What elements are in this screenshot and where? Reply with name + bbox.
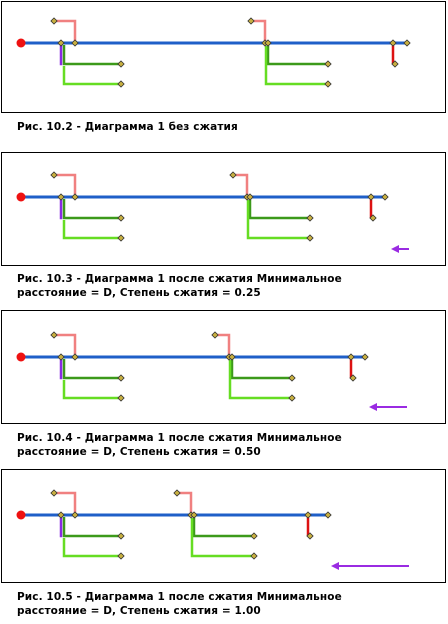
vertex-node xyxy=(228,353,236,361)
green-dark-branch xyxy=(62,199,121,220)
vertex-node xyxy=(391,60,399,68)
green-light-branch xyxy=(264,46,328,86)
compression-arrow-head xyxy=(331,562,339,570)
vertex-node xyxy=(324,511,332,519)
green-dark-branch xyxy=(230,357,292,380)
vertex-node xyxy=(367,193,375,201)
vertex-node xyxy=(57,39,65,47)
green-light-branch xyxy=(62,66,121,86)
source-node xyxy=(16,352,26,362)
green-dark-branch xyxy=(192,515,254,538)
vertex-node xyxy=(324,60,332,68)
vertex-node xyxy=(117,214,125,222)
vertex-node xyxy=(288,394,296,402)
vertex-node xyxy=(117,234,125,242)
diagram-panel-4 xyxy=(1,469,446,583)
vertex-node xyxy=(173,489,181,497)
vertex-node xyxy=(247,17,255,25)
green-light-branch xyxy=(228,360,292,400)
pink-branch xyxy=(54,173,77,197)
green-dark-branch xyxy=(248,197,310,220)
green-light-branch xyxy=(62,220,121,240)
diagram-canvas xyxy=(16,171,409,253)
green-dark-branch xyxy=(62,359,121,380)
figure-caption-1: Рис. 10.2 - Диаграмма 1 без сжатия xyxy=(17,120,437,134)
green-dark-branch xyxy=(62,517,121,538)
compression-arrow-head xyxy=(391,245,399,253)
vertex-node xyxy=(250,552,258,560)
vertex-node xyxy=(71,353,79,361)
vertex-node xyxy=(246,193,254,201)
green-dark-branch xyxy=(62,45,121,66)
vertex-node xyxy=(71,39,79,47)
caption-line: Рис. 10.5 - Диаграмма 1 после сжатия Мин… xyxy=(17,591,342,603)
vertex-node xyxy=(190,511,198,519)
vertex-node xyxy=(71,193,79,201)
compression-arrow-head xyxy=(369,403,377,411)
diagram-panel-1 xyxy=(1,1,446,113)
vertex-node xyxy=(347,353,355,361)
vertex-node xyxy=(264,39,272,47)
pink-branch xyxy=(54,491,77,515)
vertex-node xyxy=(50,171,58,179)
vertex-node xyxy=(229,171,237,179)
figure-caption-2: Рис. 10.3 - Диаграмма 1 после сжатия Мин… xyxy=(17,272,437,300)
diagram-canvas xyxy=(16,489,409,570)
vertex-node xyxy=(306,234,314,242)
green-light-branch xyxy=(190,518,254,558)
pink-branch xyxy=(54,19,77,43)
vertex-node xyxy=(117,532,125,540)
caption-line: Рис. 10.4 - Диаграмма 1 после сжатия Мин… xyxy=(17,432,342,444)
vertex-node xyxy=(50,489,58,497)
vertex-node xyxy=(306,532,314,540)
vertex-node xyxy=(71,511,79,519)
diagram-panel-3 xyxy=(1,310,446,424)
vertex-node xyxy=(50,17,58,25)
caption-line: расстояние = D, Степень сжатия = 1.00 xyxy=(17,605,261,617)
vertex-node xyxy=(117,552,125,560)
caption-line: Рис. 10.2 - Диаграмма 1 без сжатия xyxy=(17,121,238,133)
green-light-branch xyxy=(62,380,121,400)
vertex-node xyxy=(117,80,125,88)
vertex-node xyxy=(117,394,125,402)
vertex-node xyxy=(57,193,65,201)
diagram-canvas xyxy=(16,17,411,88)
diagram-panel-2 xyxy=(1,152,446,266)
vertex-node xyxy=(50,331,58,339)
source-node xyxy=(16,38,26,48)
green-light-branch xyxy=(62,538,121,558)
source-node xyxy=(16,192,26,202)
figure-caption-3: Рис. 10.4 - Диаграмма 1 после сжатия Мин… xyxy=(17,431,437,459)
vertex-node xyxy=(288,374,296,382)
vertex-node xyxy=(57,511,65,519)
vertex-node xyxy=(250,532,258,540)
caption-line: расстояние = D, Степень сжатия = 0.50 xyxy=(17,446,261,458)
vertex-node xyxy=(403,39,411,47)
vertex-node xyxy=(361,353,369,361)
caption-line: Рис. 10.3 - Диаграмма 1 после сжатия Мин… xyxy=(17,273,342,285)
figure-caption-4: Рис. 10.5 - Диаграмма 1 после сжатия Мин… xyxy=(17,590,437,618)
vertex-node xyxy=(211,331,219,339)
diagram-canvas xyxy=(16,331,407,411)
pink-branch xyxy=(54,333,77,357)
pink-branch xyxy=(215,333,231,357)
green-dark-branch xyxy=(266,43,328,66)
vertex-node xyxy=(381,193,389,201)
vertex-node xyxy=(57,353,65,361)
green-light-branch xyxy=(246,200,310,240)
vertex-node xyxy=(389,39,397,47)
vertex-node xyxy=(117,60,125,68)
pink-branch xyxy=(251,19,267,43)
vertex-node xyxy=(117,374,125,382)
source-node xyxy=(16,510,26,520)
pink-branch xyxy=(233,173,249,197)
caption-line: расстояние = D, Степень сжатия = 0.25 xyxy=(17,287,261,299)
vertex-node xyxy=(349,374,357,382)
vertex-node xyxy=(369,214,377,222)
vertex-node xyxy=(306,214,314,222)
pink-branch xyxy=(177,491,193,515)
vertex-node xyxy=(324,80,332,88)
vertex-node xyxy=(304,511,312,519)
